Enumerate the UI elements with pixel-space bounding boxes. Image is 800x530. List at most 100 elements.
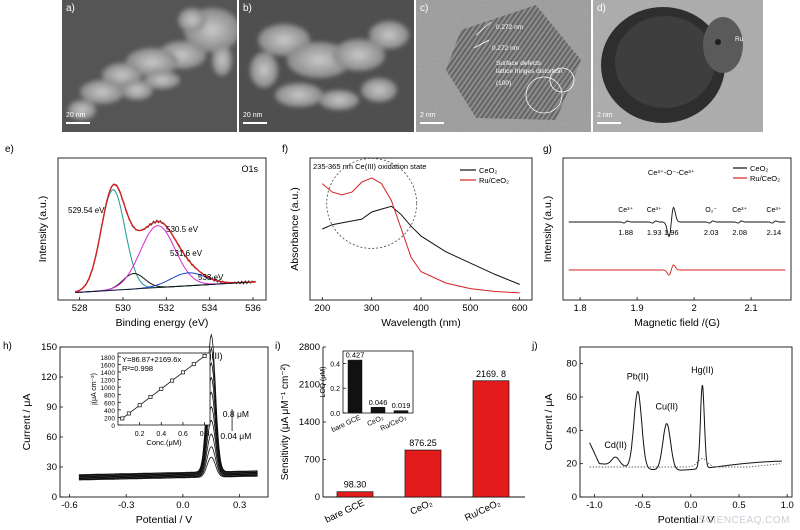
h-voltammogram bbox=[78, 361, 258, 477]
chart-j-svg: -1.0 -0.5 0.0 0.5 1.0 0 20 40 60 80 j) Potential / … bbox=[531, 341, 794, 526]
f-x-tick-label: 400 bbox=[413, 303, 429, 314]
h-inset-y-tick-label: 1600 bbox=[101, 362, 116, 369]
e-ylabel: Intensity (a.u.) bbox=[37, 196, 49, 263]
j-y-tick-label: 40 bbox=[566, 425, 577, 436]
h-inset-point bbox=[159, 386, 164, 391]
i-y-tick-label: 2800 bbox=[299, 342, 320, 353]
h-voltammogram bbox=[78, 405, 258, 479]
g-value-label: 1.96 bbox=[664, 228, 679, 237]
g-x-tick-label: 2.1 bbox=[744, 303, 757, 314]
h-conc-high: 0.8 μM bbox=[223, 409, 249, 419]
h-y-tick-label: 90 bbox=[46, 402, 57, 413]
g-value-label: 2.14 bbox=[767, 228, 782, 237]
h-inset-y-tick-label: 200 bbox=[104, 415, 115, 422]
h-x-tick-label: 0.3 bbox=[233, 500, 246, 511]
i-bar bbox=[472, 380, 510, 498]
j-peak-label: Cu(II) bbox=[655, 402, 678, 412]
h-inset-point bbox=[148, 395, 153, 399]
i-inset-value-label: 0.019 bbox=[392, 401, 411, 410]
g-species-label: Ce³⁺ bbox=[766, 206, 781, 214]
g-value-label: 1.93 bbox=[647, 228, 662, 237]
f-legend-label: Ru/CeO₂ bbox=[479, 176, 509, 185]
h-inset-y-tick-label: 0 bbox=[111, 423, 115, 430]
j-x-tick-label: 0.0 bbox=[684, 500, 697, 511]
g-x-tick-label: 2 bbox=[691, 303, 696, 314]
i-category-label: bare GCE bbox=[323, 498, 366, 526]
h-panel-label: h) bbox=[3, 341, 12, 352]
e-title: O1s bbox=[241, 164, 258, 174]
chart-g: 1.8 1.9 2 2.1 g) Magnetic field /(G) Intensity… bbox=[535, 140, 800, 335]
g-value-label: 2.08 bbox=[732, 228, 747, 237]
chart-h: -0.6 -0.3 0.0 0.3 0 30 60 90 120 150 h) Potential /… bbox=[0, 333, 275, 530]
h-voltammogram bbox=[78, 456, 258, 481]
h-inset-x-tick-label: 0.4 bbox=[156, 431, 166, 438]
j-y-tick-label: 0 bbox=[572, 492, 577, 503]
e-panel-label: e) bbox=[5, 144, 14, 155]
i-inset-value-label: 0.427 bbox=[346, 351, 365, 360]
h-x-tick-label: 0.0 bbox=[176, 500, 189, 511]
f-legend-label: CeO₂ bbox=[479, 166, 497, 175]
i-y-tick-label: 2100 bbox=[299, 380, 320, 391]
j-x-tick-label: -0.5 bbox=[634, 500, 650, 511]
e-x-tick-label: 530 bbox=[115, 303, 131, 314]
i-inset-y-tick-label: 0.0 bbox=[330, 411, 340, 418]
j-ylabel: Current / μA bbox=[543, 394, 555, 451]
g-series-line bbox=[568, 264, 786, 276]
h-ylabel: Current / μA bbox=[21, 394, 33, 451]
i-inset-y-tick-label: 0.4 bbox=[330, 361, 340, 368]
g-frame bbox=[562, 157, 792, 301]
chart-e-svg: 528 530 532 534 536 e) O1s Binding energy (eV) I… bbox=[5, 144, 267, 329]
h-inset-point bbox=[202, 354, 207, 358]
f-highlight-ellipse bbox=[326, 157, 418, 249]
f-annotation: 235-365 nm Ce(III) oxidation state bbox=[313, 162, 426, 171]
h-inset-y-tick-label: 1800 bbox=[101, 355, 116, 362]
i-value-label: 876.25 bbox=[409, 438, 437, 448]
g-value-label: 2.03 bbox=[704, 228, 719, 237]
h-conc-low: 0.04 μM bbox=[220, 431, 251, 441]
j-peak-label: Hg(II) bbox=[691, 365, 714, 375]
h-inset-point bbox=[191, 362, 196, 367]
e-envelope bbox=[75, 183, 256, 293]
i-y-tick-label: 1400 bbox=[299, 417, 320, 428]
g-species-label: Ce³⁺ bbox=[732, 206, 747, 214]
f-series-line bbox=[322, 205, 520, 285]
j-y-tick-label: 20 bbox=[566, 459, 577, 470]
h-x-tick-label: -0.3 bbox=[118, 500, 134, 511]
g-ylabel: Intensity (a.u.) bbox=[542, 196, 554, 263]
i-category-label: CeO₂ bbox=[409, 498, 435, 518]
e-raw-data bbox=[75, 183, 256, 293]
j-frame bbox=[579, 346, 793, 498]
j-peak-label: Pb(II) bbox=[627, 372, 649, 382]
scale-bar-c: 2 nm bbox=[420, 112, 444, 124]
i-value-label: 2169. 8 bbox=[476, 369, 506, 379]
i-inset-bar bbox=[393, 410, 409, 414]
g-value-label: 1.88 bbox=[618, 228, 633, 237]
i-bar bbox=[404, 449, 442, 498]
e-baseline bbox=[75, 281, 249, 293]
panel-label-c: c) bbox=[420, 3, 429, 14]
j-y-tick-label: 60 bbox=[566, 392, 577, 403]
e-component-0 bbox=[75, 189, 256, 293]
h-y-tick-label: 150 bbox=[41, 342, 57, 353]
d-spacing-label-2: 0.272 nm bbox=[492, 45, 520, 52]
tem-image-d: d) Ru 2 nm bbox=[593, 0, 763, 132]
e-x-tick-label: 528 bbox=[72, 303, 88, 314]
e-peak-label: 533 eV bbox=[198, 273, 224, 282]
h-y-tick-label: 60 bbox=[46, 432, 57, 443]
g-x-tick-label: 1.9 bbox=[630, 303, 643, 314]
e-peak-label: 529.54 eV bbox=[68, 206, 105, 215]
panel-label-d: d) bbox=[597, 3, 606, 14]
h-voltammogram bbox=[78, 419, 258, 479]
f-x-tick-label: 200 bbox=[314, 303, 330, 314]
scale-bar-b: 20 nm bbox=[243, 112, 268, 124]
j-x-tick-label: 1.0 bbox=[781, 500, 794, 511]
h-voltammogram bbox=[78, 446, 258, 480]
g-species-label: Ce³⁺ bbox=[618, 206, 633, 214]
i-value-label: 98.30 bbox=[344, 480, 367, 490]
j-x-tick-label: 0.5 bbox=[732, 500, 745, 511]
h-inset-xlabel: Conc.(μM) bbox=[146, 438, 182, 447]
f-xlabel: Wavelength (nm) bbox=[381, 317, 461, 329]
i-ylabel: Sensitivity (μA μM⁻¹ cm⁻²) bbox=[280, 364, 291, 481]
i-inset-value-label: 0.046 bbox=[369, 398, 388, 407]
h-inset-y-tick-label: 800 bbox=[104, 393, 115, 400]
